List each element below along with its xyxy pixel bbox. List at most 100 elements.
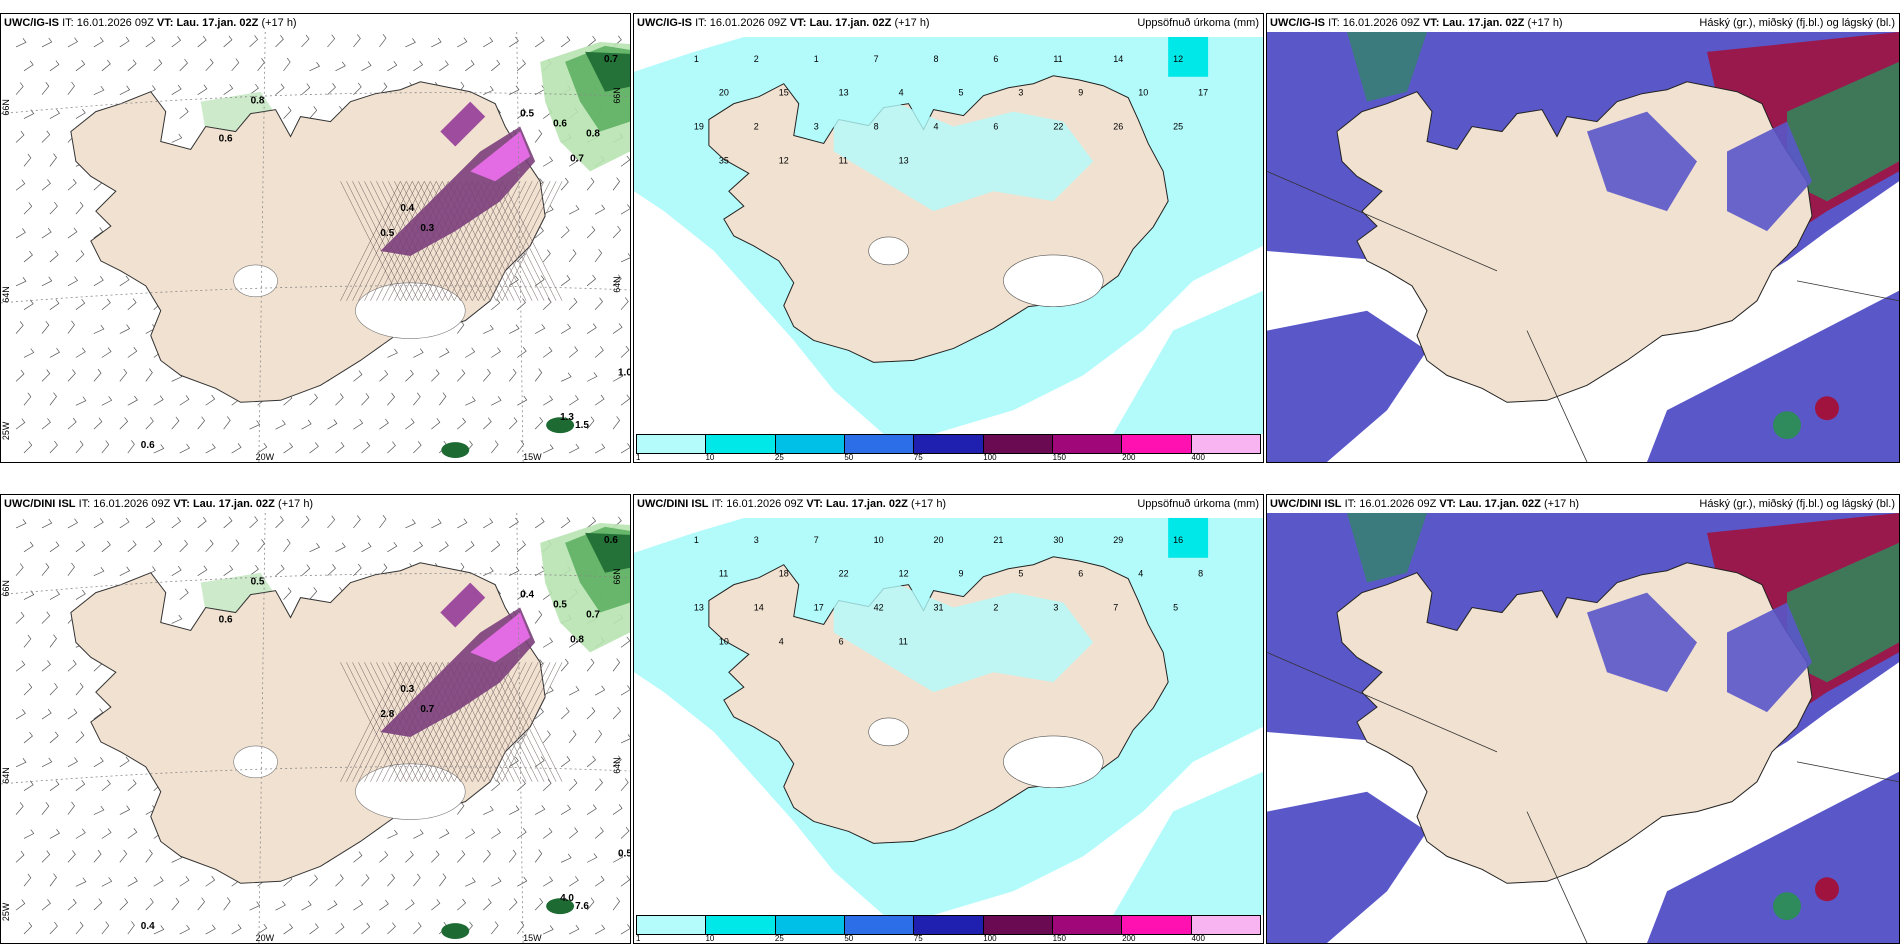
wind-barb [119, 517, 130, 529]
wind-barb [379, 563, 388, 576]
wind-barb [41, 611, 51, 624]
graticule [1, 513, 630, 943]
hatch-line [501, 662, 563, 782]
colorbar-swatch [706, 916, 776, 934]
wind-barb [361, 874, 370, 887]
wind-barb [197, 516, 207, 529]
contour-label: 0.4 [400, 203, 414, 214]
precip-value: 6 [1078, 569, 1083, 579]
wind-barb [93, 368, 102, 382]
hatch-line [358, 662, 419, 782]
wind-barb [353, 418, 364, 430]
contour-label: 0.5 [520, 109, 534, 120]
colorbar-tick-label: 1 [636, 453, 641, 462]
wind-barb [491, 396, 502, 406]
contour-label: 0.6 [604, 535, 618, 546]
wind-barb [23, 348, 35, 358]
wind-snow-map[interactable]: 0.5 0.6 0.6 0.4 0.5 0.7 0.8 0.5 0.4 0.3 0.7 2.8 4.07… [1, 513, 630, 943]
wind-barb [516, 298, 526, 310]
contour-label: 0.5 [618, 848, 630, 859]
wind-barb [405, 899, 415, 911]
wind-barb [309, 923, 319, 935]
wind-barb [491, 59, 501, 72]
colorbar-swatch [775, 916, 845, 934]
wind-barb [275, 564, 285, 576]
hatch-line [340, 662, 401, 782]
precip-value: 19 [694, 122, 704, 132]
wind-barb [620, 826, 630, 839]
precip-value: 10 [719, 636, 729, 646]
precip-value: 10 [1138, 88, 1148, 98]
wind-barb [179, 443, 191, 454]
wind-barb [231, 58, 240, 72]
contour-label: 0.3 [400, 684, 414, 695]
precip-value: 31 [934, 603, 944, 613]
precip-map[interactable]: 1 3 7 10 20 21 30 29 16 11 18 22 12 9 5 6 4 8 13 14 17 42 31 2 3… [634, 513, 1263, 915]
wind-barb [509, 36, 519, 48]
wind-barb [283, 538, 291, 553]
wind-barb [153, 925, 165, 935]
wind-barb [101, 59, 111, 72]
lead-time: (+17 h) [277, 498, 314, 510]
wind-barb [49, 780, 60, 791]
precip-value: 30 [1053, 535, 1063, 545]
wind-barb [361, 61, 372, 72]
wind-barb [249, 83, 259, 95]
panel-header: UWC/IG-IS IT: 16.01.2026 09Z VT: Lau. 17… [1, 14, 630, 32]
wind-barb [15, 802, 24, 815]
wind-barb [490, 440, 499, 454]
wind-barb [49, 201, 58, 215]
precip-map[interactable]: 1 2 1 7 8 6 11 14 12 20 15 13 4 5 3 9 10 17 19 2 3 8 4 6 22 26 25 3… [634, 32, 1263, 434]
wind-barb [508, 898, 518, 911]
wind-barb [223, 84, 234, 95]
wind-barb [612, 706, 621, 720]
wind-barb [23, 441, 33, 454]
wind-barb [75, 877, 87, 887]
wind-barb [542, 249, 551, 263]
wind-barb [457, 369, 466, 382]
precip-value: 11 [1053, 54, 1062, 64]
wind-barb [491, 347, 501, 358]
lead-time: (+17 h) [910, 498, 947, 510]
wind-barb [335, 922, 345, 935]
wind-snow-map[interactable]: 0.80.60.70.50.60.80.71.00.60.40.30.51.31… [1, 32, 630, 462]
wind-barb [491, 298, 501, 310]
precip-value: 20 [934, 535, 944, 545]
vt-label: VT: [806, 498, 823, 510]
wind-barb [127, 440, 135, 454]
lat-label: 64N [1, 286, 11, 302]
it-value: 16.01.2026 09Z [726, 498, 804, 510]
cloud-map[interactable] [1267, 513, 1899, 943]
wind-barb [534, 36, 545, 48]
lat-label: 64N [1, 767, 11, 783]
wind-barb [560, 372, 572, 382]
wind-barb [41, 418, 51, 430]
wind-barb [534, 707, 544, 720]
wind-barb [93, 227, 104, 239]
wind-barb [594, 204, 606, 215]
wind-barb [119, 417, 129, 430]
cloud-map[interactable] [1267, 32, 1899, 462]
wind-barb [560, 853, 572, 863]
high-cloud-area [1347, 513, 1427, 583]
wind-barb [101, 877, 113, 887]
wind-barb [405, 418, 415, 430]
wind-barb [542, 730, 551, 744]
precip-value: 12 [1173, 54, 1183, 64]
wind-barb [23, 392, 32, 406]
wind-barb [93, 708, 104, 720]
wind-barb [594, 827, 604, 839]
wind-barb [387, 60, 398, 72]
wind-barb [249, 35, 259, 48]
wind-barb [41, 801, 50, 815]
wind-barb [620, 443, 630, 454]
precip-value: 4 [899, 88, 904, 98]
wind-barb [594, 875, 605, 887]
wind-barb [67, 518, 78, 529]
wind-barb [509, 805, 520, 815]
wind-barb [542, 156, 554, 167]
precip-shade [833, 582, 1094, 693]
lat-label: 66N [612, 568, 622, 584]
wind-barb [275, 34, 284, 48]
hatch-line [418, 181, 479, 301]
